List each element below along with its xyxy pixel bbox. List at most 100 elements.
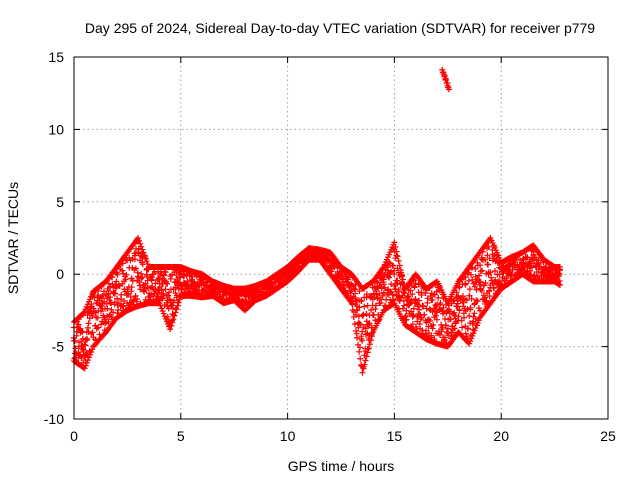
data-point <box>469 276 476 283</box>
data-point <box>366 320 373 327</box>
y-tick-label: 10 <box>48 121 64 137</box>
data-point <box>72 345 79 352</box>
data-point <box>89 329 96 336</box>
data-point <box>113 278 120 285</box>
data-point <box>445 86 452 93</box>
data-point <box>103 300 110 307</box>
data-point <box>121 298 128 305</box>
chart-title: Day 295 of 2024, Sidereal Day-to-day VTE… <box>85 20 595 36</box>
data-point <box>387 269 394 276</box>
data-point <box>433 316 440 323</box>
data-point <box>169 319 176 326</box>
data-point <box>76 351 83 358</box>
data-point <box>467 304 474 311</box>
data-point <box>408 308 415 315</box>
data-point <box>411 283 418 290</box>
data-point <box>141 252 148 259</box>
data-point <box>139 274 146 281</box>
data-point <box>405 293 412 300</box>
data-point <box>385 264 392 271</box>
data-point <box>157 302 164 309</box>
data-point <box>359 369 366 376</box>
data-point <box>140 249 147 256</box>
data-point <box>98 321 105 328</box>
data-point <box>138 275 145 282</box>
data-points <box>70 66 563 376</box>
data-point <box>152 286 159 293</box>
data-point <box>468 295 475 302</box>
data-point <box>137 240 144 247</box>
data-point <box>362 357 369 364</box>
data-point <box>469 332 476 339</box>
data-point <box>141 288 148 295</box>
data-point <box>373 291 380 298</box>
data-point <box>476 272 483 279</box>
data-point <box>81 341 88 348</box>
data-point <box>376 290 383 297</box>
data-point <box>136 237 143 244</box>
data-point <box>352 327 359 334</box>
data-point <box>474 319 481 326</box>
data-point <box>132 292 139 299</box>
data-point <box>477 262 484 269</box>
data-point <box>119 303 126 310</box>
data-point <box>107 284 114 291</box>
data-point <box>170 316 177 323</box>
data-point <box>385 273 392 280</box>
data-point <box>358 298 365 305</box>
data-point <box>466 313 473 320</box>
data-point <box>451 309 458 316</box>
data-point <box>399 276 406 283</box>
grid <box>74 57 608 419</box>
data-point <box>175 280 182 287</box>
data-point <box>128 284 135 291</box>
data-point <box>429 296 436 303</box>
data-point <box>363 353 370 360</box>
data-point <box>94 314 101 321</box>
data-point <box>486 255 493 262</box>
data-point <box>432 312 439 319</box>
data-point <box>80 346 87 353</box>
data-point <box>175 299 182 306</box>
data-point <box>172 309 179 316</box>
data-point <box>412 280 419 287</box>
y-tick-label: -10 <box>44 411 64 427</box>
x-tick-label: 20 <box>493 428 509 444</box>
data-point <box>360 365 367 372</box>
data-point <box>168 322 175 329</box>
data-point <box>142 255 149 262</box>
data-point <box>102 320 109 327</box>
data-point <box>416 306 423 313</box>
data-point <box>239 297 246 304</box>
data-point <box>488 274 495 281</box>
data-point <box>111 290 118 297</box>
data-point <box>85 320 92 327</box>
data-point <box>491 267 498 274</box>
data-point <box>492 277 499 284</box>
data-point <box>143 258 150 265</box>
data-point <box>463 297 470 304</box>
data-point <box>119 267 126 274</box>
data-point <box>556 263 563 270</box>
data-point <box>107 294 114 301</box>
data-point <box>362 325 369 332</box>
data-point <box>399 305 406 312</box>
data-point <box>105 318 112 325</box>
data-point <box>361 361 368 368</box>
data-point <box>193 288 200 295</box>
data-point <box>158 305 165 312</box>
data-point <box>471 301 478 308</box>
data-point <box>455 313 462 320</box>
data-point <box>426 306 433 313</box>
data-point <box>359 337 366 344</box>
data-point <box>142 280 149 287</box>
data-point <box>108 300 115 307</box>
data-point <box>174 302 181 309</box>
data-point <box>460 299 467 306</box>
data-point <box>410 305 417 312</box>
data-point <box>162 269 169 276</box>
data-point <box>89 346 96 353</box>
data-point <box>374 294 381 301</box>
data-point <box>472 265 479 272</box>
